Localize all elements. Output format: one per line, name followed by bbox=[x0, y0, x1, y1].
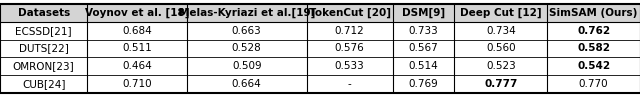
Text: DSM[9]: DSM[9] bbox=[402, 8, 445, 18]
Text: 0.509: 0.509 bbox=[232, 61, 262, 71]
Text: 0.576: 0.576 bbox=[335, 43, 364, 53]
Text: DUTS[22]: DUTS[22] bbox=[19, 43, 68, 53]
Text: 0.542: 0.542 bbox=[577, 61, 610, 71]
Text: 0.528: 0.528 bbox=[232, 43, 262, 53]
Text: 0.567: 0.567 bbox=[409, 43, 438, 53]
Bar bbox=[0, 57, 640, 75]
Text: 0.712: 0.712 bbox=[335, 26, 364, 36]
Bar bbox=[0, 22, 640, 40]
Text: Voynov et al. [18]: Voynov et al. [18] bbox=[85, 8, 189, 18]
Text: 0.523: 0.523 bbox=[486, 61, 516, 71]
Text: 0.684: 0.684 bbox=[122, 26, 152, 36]
Text: -: - bbox=[348, 79, 351, 89]
Text: CUB[24]: CUB[24] bbox=[22, 79, 65, 89]
Bar bbox=[0, 40, 640, 57]
Text: 0.733: 0.733 bbox=[409, 26, 438, 36]
Text: Deep Cut [12]: Deep Cut [12] bbox=[460, 8, 541, 18]
Text: 0.582: 0.582 bbox=[577, 43, 610, 53]
Text: Datasets: Datasets bbox=[17, 8, 70, 18]
Text: SimSAM (Ours): SimSAM (Ours) bbox=[549, 8, 638, 18]
Text: 0.514: 0.514 bbox=[409, 61, 438, 71]
Text: OMRON[23]: OMRON[23] bbox=[13, 61, 75, 71]
Text: 0.710: 0.710 bbox=[122, 79, 152, 89]
Bar bbox=[0, 4, 640, 22]
Text: TokenCut [20]: TokenCut [20] bbox=[308, 8, 390, 18]
Text: 0.533: 0.533 bbox=[335, 61, 364, 71]
Text: 0.511: 0.511 bbox=[122, 43, 152, 53]
Text: 0.663: 0.663 bbox=[232, 26, 262, 36]
Text: 0.664: 0.664 bbox=[232, 79, 262, 89]
Text: ECSSD[21]: ECSSD[21] bbox=[15, 26, 72, 36]
Text: 0.777: 0.777 bbox=[484, 79, 518, 89]
Text: 0.762: 0.762 bbox=[577, 26, 610, 36]
Text: 0.734: 0.734 bbox=[486, 26, 516, 36]
Bar bbox=[0, 75, 640, 93]
Text: 0.769: 0.769 bbox=[409, 79, 438, 89]
Text: 0.770: 0.770 bbox=[579, 79, 609, 89]
Text: 0.464: 0.464 bbox=[122, 61, 152, 71]
Text: 0.560: 0.560 bbox=[486, 43, 516, 53]
Text: Melas-Kyriazi et al.[19]: Melas-Kyriazi et al.[19] bbox=[179, 8, 315, 18]
